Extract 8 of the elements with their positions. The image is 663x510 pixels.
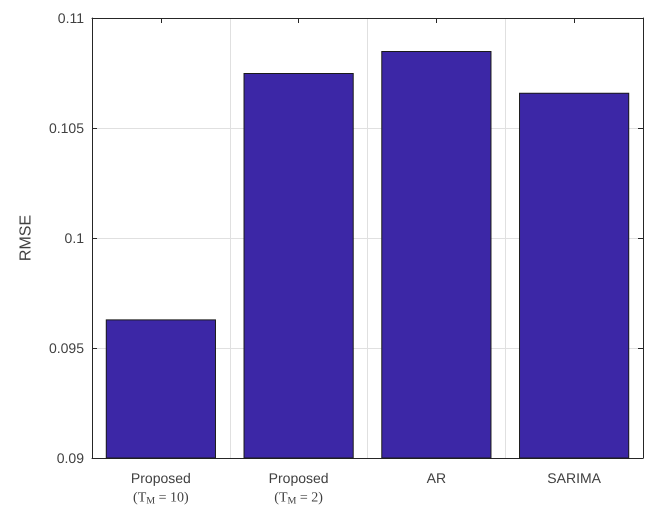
x-tick-label: AR: [426, 470, 446, 486]
y-axis-title: RMSE: [18, 214, 34, 262]
y-tick-label: 0.09: [56, 450, 84, 466]
y-tick-label: 0.11: [58, 10, 84, 26]
y-tick-label: 0.1: [64, 230, 84, 246]
y-tick-label: 0.105: [48, 120, 84, 136]
y-tick-label: 0.095: [48, 340, 84, 356]
x-tick-label: SARIMA: [547, 470, 602, 486]
